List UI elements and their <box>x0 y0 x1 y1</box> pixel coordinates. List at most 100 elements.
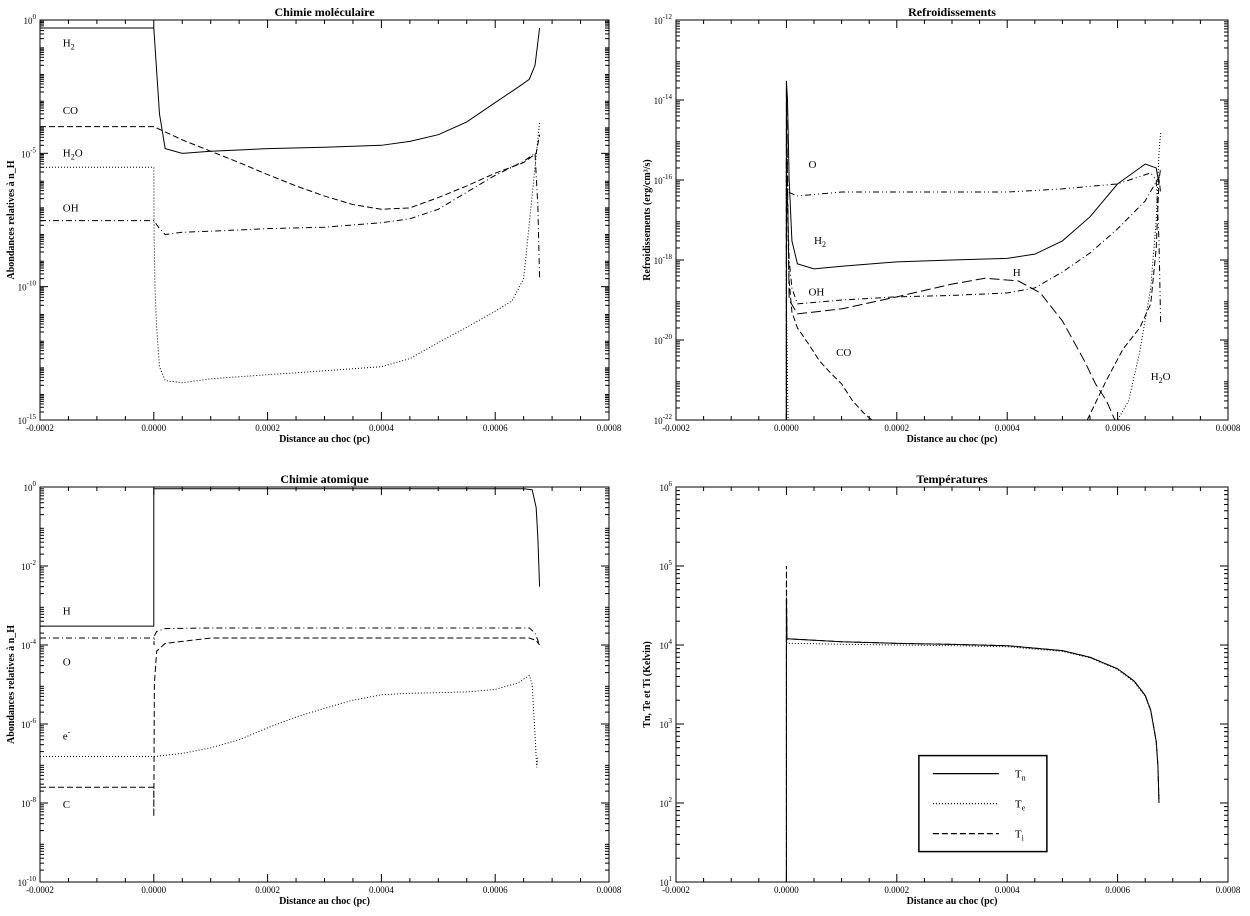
series-h2-label: H2 <box>814 235 826 249</box>
series-h2o-label: H2O <box>1151 371 1171 385</box>
x-tick-label: 0.0000 <box>141 423 166 433</box>
series-ti-line <box>676 565 1160 882</box>
y-axis-label: Tn, Te et Ti (Kelvin) <box>642 641 653 728</box>
series-oh-label: OH <box>808 286 824 298</box>
x-tick-label: -0.0002 <box>662 423 690 433</box>
series-h2o-line <box>40 121 541 384</box>
chart-title: Chimie atomique <box>280 472 369 486</box>
series-tn-line <box>676 597 1160 882</box>
x-axis-label: Distance au choc (pc) <box>907 896 998 907</box>
series-h2o-line <box>785 132 1162 420</box>
y-tick-label: 106 <box>660 480 673 493</box>
x-tick-label: 0.0006 <box>1105 423 1130 433</box>
x-tick-label: 0.0006 <box>1105 885 1130 895</box>
y-tick-label: 10-20 <box>654 333 673 346</box>
y-tick-label: 10-4 <box>21 638 36 651</box>
y-tick-label: 103 <box>660 717 673 730</box>
series-c-line <box>40 637 540 817</box>
y-tick-label: 10-5 <box>21 146 36 159</box>
plot-frame <box>39 19 610 421</box>
y-tick-label: 105 <box>660 559 673 572</box>
y-tick-label: 10-6 <box>21 717 36 730</box>
series-h2-line <box>785 80 1160 420</box>
series-h2o-label: H2O <box>63 148 83 162</box>
series-e--line <box>40 674 539 768</box>
legend-label: Ti <box>1015 829 1025 843</box>
x-axis-label: Distance au choc (pc) <box>279 896 370 907</box>
y-tick-label: 10-2 <box>21 559 36 572</box>
chart-temperature: Températures -0.0002 0.0000 0.0002 0.0004 0.0… <box>642 472 1241 907</box>
chart-title: Températures <box>916 472 988 486</box>
y-tick-label: 10-15 <box>18 413 37 426</box>
y-tick-label: 100 <box>24 480 37 493</box>
y-tick-label: 10-12 <box>654 13 673 26</box>
x-tick-label: 0.0006 <box>483 885 508 895</box>
series-te-line <box>676 607 1160 882</box>
x-tick-label: 0.0000 <box>774 423 799 433</box>
x-tick-label: 0.0004 <box>995 423 1020 433</box>
legend-label: Te <box>1015 799 1026 813</box>
y-axis-label: Abondances relatives à n_H <box>6 625 17 744</box>
chart-atomic: Chimie atomique -0.0002 0.0000 0.0002 0.0004… <box>6 472 622 907</box>
y-tick-label: 100 <box>24 13 37 26</box>
series-co-label: CO <box>836 347 851 359</box>
chart-title: Refroidissements <box>908 5 996 19</box>
chart-title: Chimie moléculaire <box>274 5 375 19</box>
series-h2-line <box>40 27 541 154</box>
y-tick-label: 10-14 <box>654 93 673 106</box>
series-o-line <box>40 627 541 646</box>
y-tick-label: 10-10 <box>18 875 37 888</box>
series-h-line <box>40 488 541 627</box>
x-tick-label: 0.0008 <box>1216 885 1241 895</box>
y-tick-label: 10-18 <box>654 253 673 266</box>
series-oh-line <box>40 152 541 279</box>
chart-cooling: Refroidissements -0.0002 0.0000 0.0002 0.000… <box>642 5 1241 445</box>
y-axis-label: Abondances relatives à n_H <box>6 160 17 279</box>
x-tick-label: 0.0008 <box>597 423 622 433</box>
series-h-label: H <box>1013 267 1021 279</box>
y-tick-label: 104 <box>660 638 673 651</box>
y-tick-label: 10-8 <box>21 796 36 809</box>
series-co-line <box>40 126 541 210</box>
chart-molecular: Chimie moléculaire -0.0002 0.0000 0.0002 0.0… <box>6 5 622 445</box>
x-tick-label: 0.0004 <box>369 885 394 895</box>
series-h-line <box>785 80 1116 420</box>
x-tick-label: -0.0002 <box>26 423 54 433</box>
x-tick-label: 0.0000 <box>141 885 166 895</box>
series-co-label: CO <box>63 105 78 117</box>
x-tick-label: 0.0000 <box>774 885 799 895</box>
series-co-tail-line <box>1086 167 1162 420</box>
x-axis-label: Distance au choc (pc) <box>279 434 370 445</box>
x-tick-label: 0.0006 <box>483 423 508 433</box>
x-tick-label: 0.0002 <box>884 423 909 433</box>
series-h2-label: H2 <box>63 38 75 52</box>
x-tick-label: 0.0002 <box>255 423 280 433</box>
y-tick-label: 10-10 <box>18 280 37 293</box>
series-oh-line <box>785 160 1162 420</box>
series-o-label: O <box>808 159 816 171</box>
legend-label: Tn <box>1015 769 1026 783</box>
legend: Tn Te Ti <box>918 754 1048 853</box>
series-o-line <box>785 127 1162 420</box>
series-o-label: O <box>63 657 71 669</box>
series-co-line <box>785 160 873 420</box>
x-tick-label: 0.0004 <box>369 423 394 433</box>
series-oh-label: OH <box>63 203 79 215</box>
series-h-label: H <box>63 605 71 617</box>
x-tick-label: 0.0008 <box>1216 423 1241 433</box>
series-c-label: C <box>63 799 70 811</box>
y-axis-label: Refroidissements (erg/cm³/s) <box>642 159 653 280</box>
plot-frame <box>39 486 610 883</box>
legend-box <box>918 754 1048 853</box>
x-tick-label: 0.0002 <box>884 885 909 895</box>
plot-frame <box>675 19 1229 421</box>
x-tick-label: 0.0004 <box>995 885 1020 895</box>
x-tick-label: -0.0002 <box>662 885 690 895</box>
y-tick-label: 102 <box>660 796 673 809</box>
y-tick-label: 10-16 <box>654 173 673 186</box>
y-tick-label: 10-22 <box>654 413 673 426</box>
x-tick-label: 0.0002 <box>255 885 280 895</box>
x-axis-label: Distance au choc (pc) <box>907 434 998 445</box>
x-tick-label: -0.0002 <box>26 885 54 895</box>
